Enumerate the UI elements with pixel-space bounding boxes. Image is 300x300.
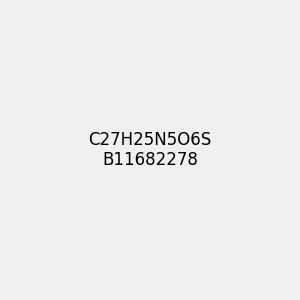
Text: C27H25N5O6S
B11682278: C27H25N5O6S B11682278 [88,130,212,170]
